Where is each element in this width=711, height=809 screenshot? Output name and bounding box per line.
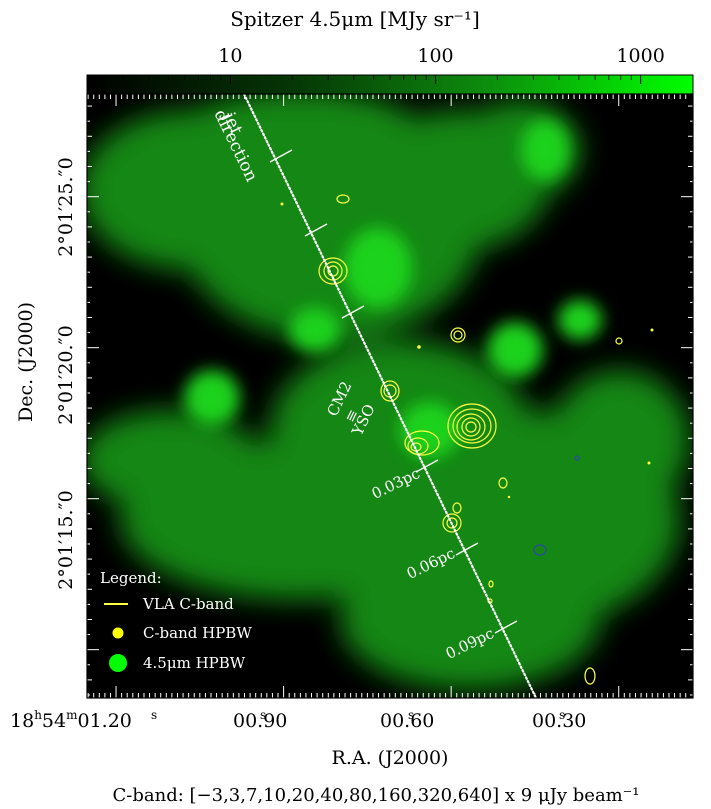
colorbar-ticks	[86, 75, 642, 84]
contour-source-a	[318, 257, 348, 285]
svg-text:s: s	[408, 708, 414, 722]
contour-source-b	[404, 430, 440, 456]
x-tick-label-0120: 18h54m01.20	[10, 708, 132, 732]
x-tick-label-0060: 00.60	[380, 710, 434, 732]
map-frame	[86, 93, 694, 699]
contour-source-d	[450, 327, 466, 343]
colorbar-tick-labels: 10 100 1000	[218, 45, 665, 67]
x-axis-label: R.A. (J2000)	[332, 747, 449, 769]
caption: C-band: [−3,3,7,10,20,40,80,160,320,640]…	[113, 785, 640, 806]
jet-direction-line	[242, 94, 538, 698]
legend: Legend: VLA C-band C-band HPBW 4.5μm HPB…	[100, 569, 252, 672]
x-tick-label-0090: 00.90	[233, 710, 287, 732]
colorbar-tick-label-1: 100	[417, 45, 453, 67]
legend-title: Legend:	[100, 569, 162, 587]
y-tick-label-20: 2°01′20.″0	[55, 325, 77, 424]
x-tick-sec-marks: s s s s	[151, 708, 565, 722]
contour-source-c	[447, 403, 497, 449]
legend-entry-cband-hpbw: C-band HPBW	[143, 624, 252, 642]
colorbar-tick-label-0: 10	[218, 45, 242, 67]
emission-map: jet direction CM2 ≡ YSO 0.03pc 0.06pc 0.…	[87, 94, 693, 698]
y-tick-label-15: 2°01′15.″0	[55, 490, 77, 589]
x-tick-labels: 18h54m01.20 00.90 00.60 00.30	[10, 708, 586, 732]
legend-cband-beam	[112, 627, 124, 639]
y-tick-labels: 2°01′25.″0 2°01′20.″0 2°01′15.″0	[55, 157, 77, 589]
negative-contours	[533, 455, 580, 556]
colorbar-tick-label-2: 1000	[616, 45, 664, 67]
colorbar-label: Spitzer 4.5μm [MJy sr⁻¹]	[230, 7, 480, 31]
contour-source-cm2	[380, 380, 400, 402]
svg-text:s: s	[559, 708, 565, 722]
jet-scale-ticks	[269, 149, 518, 634]
x-tick-label-0030: 00.30	[532, 710, 586, 732]
svg-text:s: s	[260, 708, 266, 722]
legend-45um-beam	[109, 654, 127, 672]
y-tick-label-25: 2°01′25.″0	[55, 157, 77, 256]
c-band-contours	[318, 194, 623, 685]
y-axis-label: Dec. (J2000)	[15, 302, 37, 422]
contour-source-e	[442, 513, 462, 533]
svg-text:s: s	[151, 708, 157, 722]
legend-entry-45um-hpbw: 4.5μm HPBW	[143, 654, 246, 672]
legend-entry-vla: VLA C-band	[142, 595, 234, 613]
